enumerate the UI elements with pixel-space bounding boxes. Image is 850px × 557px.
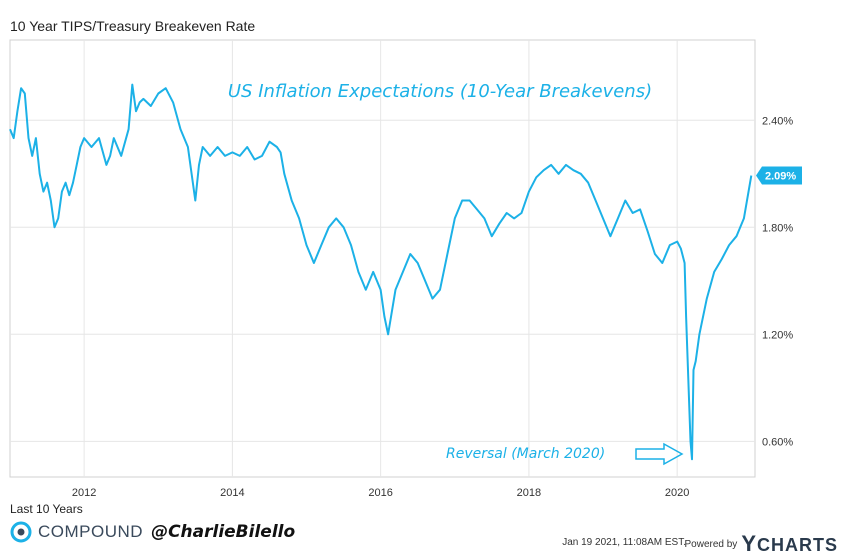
- time-range-label: Last 10 Years: [10, 502, 83, 516]
- y-tick-label: 1.80%: [762, 222, 793, 234]
- y-tick-labels: 0.60% 1.20% 1.80% 2.40%: [762, 115, 793, 448]
- timestamp: Jan 19 2021, 11:08AM EST.: [562, 537, 686, 548]
- series-line: [9, 83, 753, 461]
- x-tick-labels: 2012 2014 2016 2018 2020: [72, 487, 690, 499]
- ycharts-logo-y: Y: [741, 531, 757, 556]
- y-tick-label: 1.20%: [762, 329, 793, 341]
- page-title: 10 Year TIPS/Treasury Breakeven Rate: [10, 18, 256, 34]
- author-handle: @CharlieBilello: [151, 522, 296, 542]
- plot-area: [9, 39, 756, 478]
- x-tick-label: 2014: [220, 487, 244, 499]
- chart-title: US Inflation Expectations (10-Year Break…: [228, 81, 652, 102]
- ycharts-logo-text: CHARTS: [757, 535, 838, 555]
- reversal-annotation: Reversal (March 2020): [446, 442, 684, 466]
- brand-block: COMPOUND @CharlieBilello: [10, 521, 295, 543]
- x-tick-label: 2020: [665, 487, 689, 499]
- y-tick-label: 2.40%: [762, 115, 793, 127]
- breakeven-chart: 0.60% 1.20% 1.80% 2.40% 2012 2014 2016 2018 202…: [9, 39, 802, 499]
- compound-logo-icon: [10, 521, 32, 543]
- last-value-badge: 2.09%: [756, 166, 802, 185]
- x-grid: [83, 40, 678, 477]
- y-grid: [10, 119, 755, 442]
- y-tick-label: 0.60%: [762, 436, 793, 448]
- x-tick-label: 2012: [72, 487, 96, 499]
- x-tick-label: 2016: [368, 487, 392, 499]
- powered-by-label: Powered by: [684, 538, 738, 550]
- brand-name: COMPOUND: [38, 522, 144, 541]
- annotation-arrow-icon: [635, 442, 684, 466]
- ycharts-logo: YCHARTS: [741, 531, 838, 557]
- annotation-text: Reversal (March 2020): [446, 446, 605, 462]
- last-value-label: 2.09%: [765, 171, 796, 183]
- x-tick-label: 2018: [517, 487, 541, 499]
- powered-by-block: Powered by YCHARTS: [685, 531, 839, 557]
